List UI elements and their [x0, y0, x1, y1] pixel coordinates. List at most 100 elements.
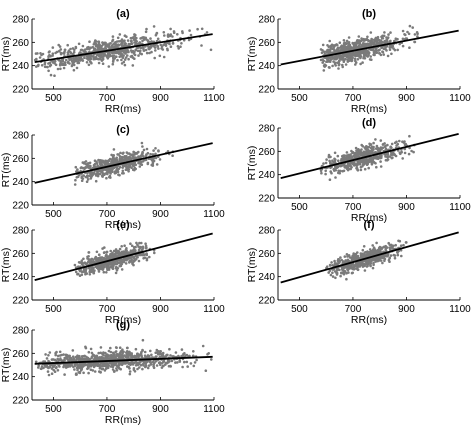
scatter-point — [385, 254, 389, 258]
scatter-point — [347, 36, 351, 39]
scatter-point — [110, 353, 113, 357]
scatter-point — [116, 44, 119, 48]
scatter-point — [195, 358, 198, 362]
scatter-point — [75, 66, 79, 70]
scatter-point — [94, 39, 97, 42]
scatter-point — [346, 266, 349, 270]
scatter-point — [74, 270, 78, 274]
x-tick-label: 900 — [152, 304, 169, 315]
scatter-point — [352, 268, 356, 271]
scatter-point — [130, 166, 133, 169]
scatter-point — [378, 248, 381, 251]
scatter-point — [328, 59, 332, 63]
scatter-point — [86, 255, 89, 259]
scatter-point — [125, 50, 129, 54]
scatter-point — [89, 177, 93, 180]
scatter-point — [54, 51, 57, 55]
scatter-point — [111, 364, 115, 368]
scatter-point — [118, 55, 121, 58]
y-axis-label: RT(ms) — [0, 37, 12, 72]
scatter-point — [108, 51, 111, 55]
scatter-point — [66, 43, 69, 47]
scatter-point — [115, 160, 118, 164]
scatter-point — [142, 257, 145, 260]
scatter-point — [373, 40, 376, 44]
scatter-point — [112, 148, 116, 151]
scatter-point — [345, 253, 349, 256]
scatter-point — [46, 65, 49, 69]
scatter-point — [126, 54, 129, 57]
scatter-point — [403, 151, 407, 155]
scatter-point — [393, 141, 397, 145]
scatter-point — [84, 272, 87, 276]
scatter-point — [170, 359, 174, 363]
scatter-point — [125, 249, 128, 252]
scatter-point — [142, 45, 145, 49]
scatter-point — [323, 63, 327, 66]
scatter-point — [84, 160, 88, 163]
scatter-point — [124, 262, 128, 265]
scatter-point — [128, 372, 132, 376]
scatter-point — [176, 45, 180, 48]
scatter-point — [107, 159, 111, 163]
scatter-point — [185, 360, 189, 364]
scatter-point — [141, 160, 145, 163]
scatter-point — [166, 41, 169, 45]
scatter-point — [345, 272, 348, 275]
scatter-point — [134, 156, 137, 159]
scatter-point — [375, 41, 379, 45]
scatter-point — [366, 35, 369, 39]
scatter-point — [107, 349, 111, 353]
x-tick-label: 700 — [99, 404, 116, 415]
scatter-point — [118, 155, 122, 158]
scatter-point — [94, 42, 98, 46]
scatter-point — [134, 254, 137, 258]
scatter-point — [201, 344, 205, 348]
scatter-point — [97, 351, 100, 355]
scatter-point — [362, 162, 365, 165]
scatter-point — [371, 149, 374, 152]
scatter-point — [389, 254, 393, 257]
scatter-point — [125, 257, 128, 260]
scatter-point — [361, 248, 365, 252]
scatter-point — [103, 369, 107, 372]
scatter-point — [355, 149, 358, 152]
scatter-point — [131, 262, 134, 266]
scatter-point — [40, 53, 43, 57]
scatter-point — [323, 50, 326, 54]
scatter-point — [380, 156, 383, 160]
scatter-point — [365, 38, 368, 42]
y-tick-label: 280 — [12, 226, 29, 237]
scatter-point — [362, 150, 366, 154]
scatter-point — [152, 25, 156, 28]
y-axis-label: RT(ms) — [246, 248, 258, 283]
scatter-point — [53, 370, 57, 374]
scatter-point — [121, 41, 124, 45]
scatter-point — [112, 58, 115, 62]
scatter-point — [375, 165, 378, 169]
scatter-point — [385, 39, 388, 42]
scatter-point — [92, 43, 96, 46]
scatter-point — [120, 58, 123, 62]
scatter-point — [410, 149, 413, 153]
scatter-point — [134, 40, 138, 44]
scatter-point — [158, 158, 162, 161]
scatter-point — [180, 42, 183, 45]
scatter-point — [62, 353, 65, 356]
x-tick-label: 500 — [45, 304, 62, 315]
scatter-point — [65, 353, 69, 357]
scatter-point — [344, 63, 348, 66]
scatter-point — [328, 269, 332, 273]
scatter-point — [352, 161, 356, 164]
scatter-point — [125, 165, 129, 168]
scatter-point — [346, 164, 350, 167]
scatter-point — [181, 365, 184, 369]
scatter-point — [99, 351, 102, 355]
scatter-point — [186, 365, 189, 368]
scatter-point — [132, 150, 135, 154]
scatter-point — [37, 63, 40, 67]
scatter-point — [87, 251, 91, 254]
scatter-point — [72, 68, 76, 72]
scatter-point — [141, 367, 144, 371]
scatter-point — [334, 262, 338, 265]
